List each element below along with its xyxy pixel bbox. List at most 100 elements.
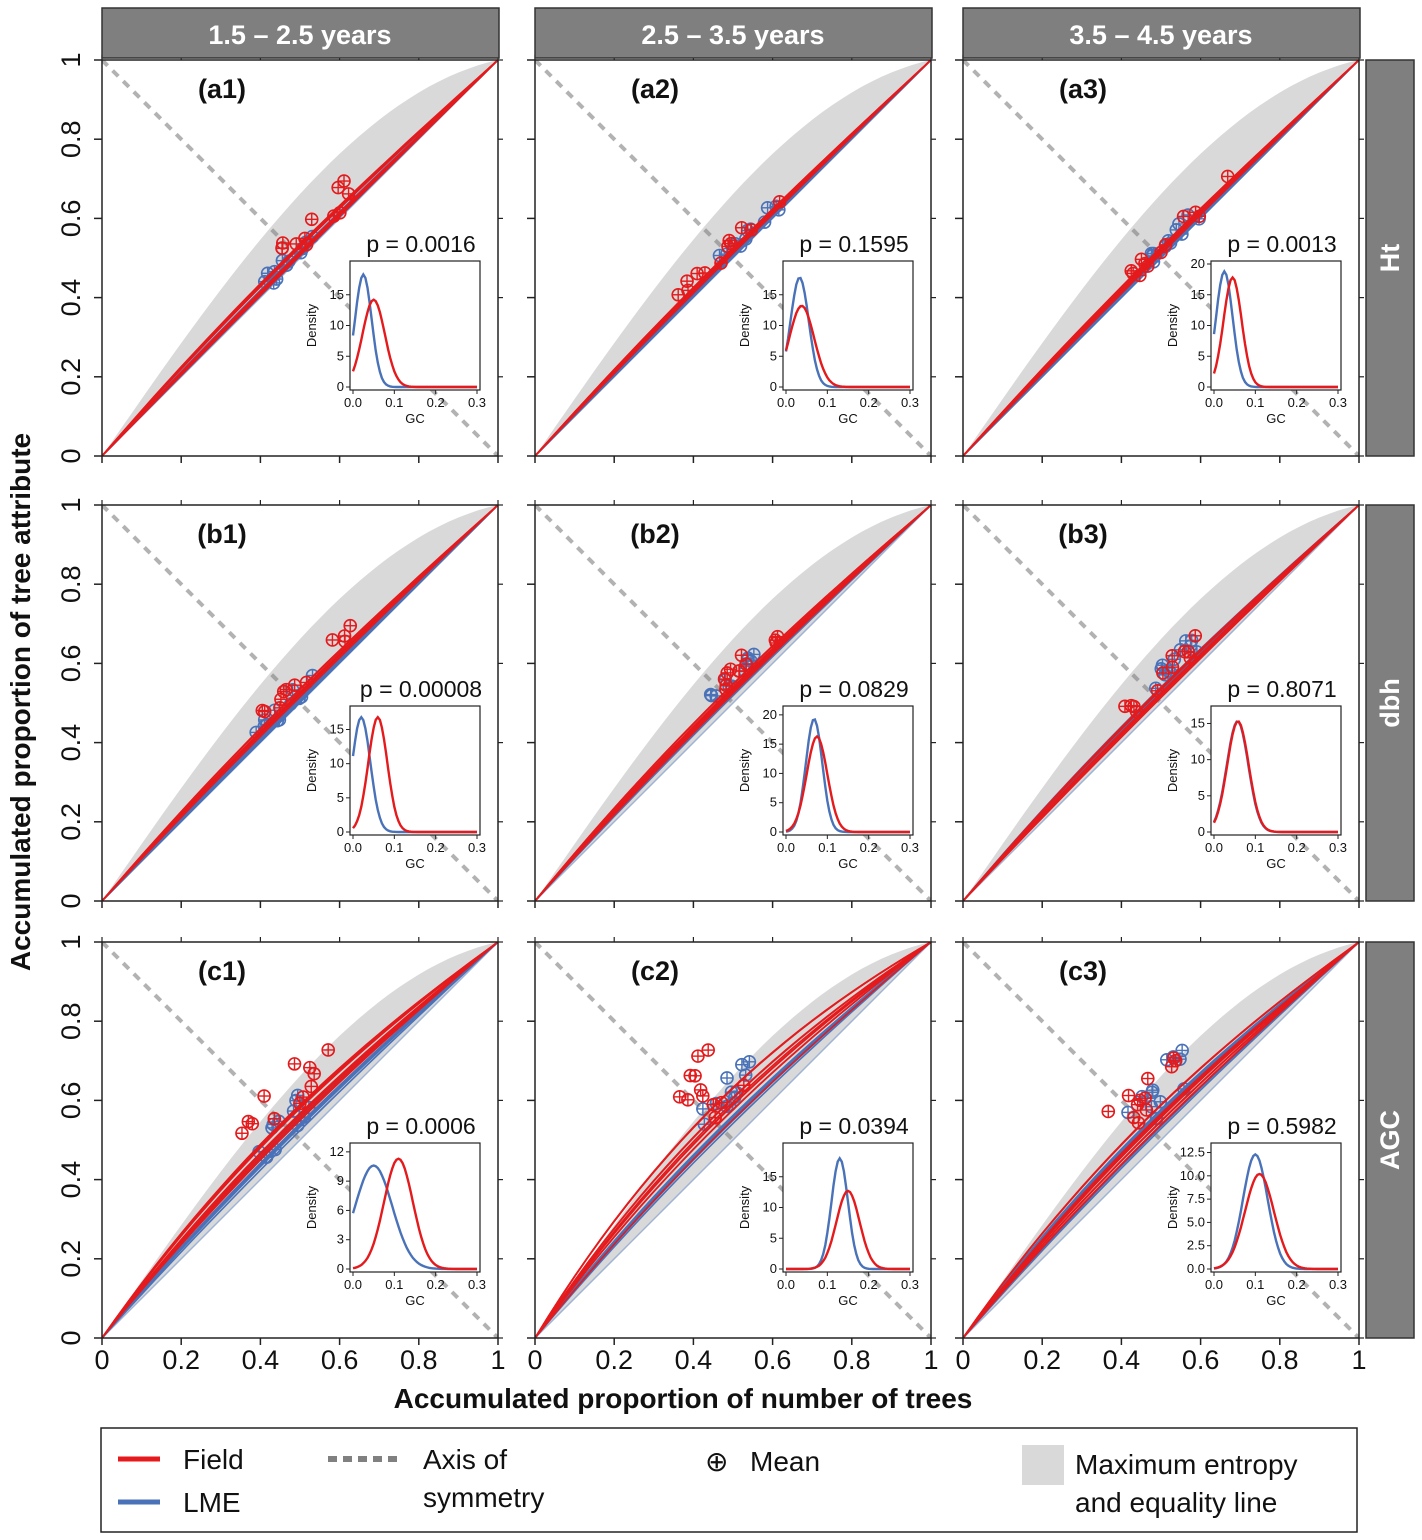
inset-y-label: Density [304,748,319,792]
plot-area [963,60,1359,456]
field-mean-marker [691,1049,705,1063]
x-tick-label: 1 [923,1345,938,1375]
field-mean-marker [299,675,314,690]
inset-y-tick-label: 12 [330,1144,344,1159]
field-mean-marker [1121,1088,1136,1103]
field-curve [963,505,1359,901]
lme-mean-marker [1175,1043,1189,1058]
inset-frame [349,260,481,391]
lme-curve [535,60,931,456]
inset-y-tick-label: 10 [763,318,777,333]
field-curve [963,942,1359,1338]
inset-y-tick-label: 5 [770,795,777,810]
field-series [535,60,931,456]
x-tick-label: 0.6 [754,1345,792,1375]
inset-y-tick-label: 15 [763,736,777,751]
x-tick-label: 0.4 [242,1345,280,1375]
legend-field-label: Field [183,1444,244,1475]
x-tick-label: 1 [1351,1345,1366,1375]
field-mean-marker [723,662,738,677]
field-series [963,942,1359,1338]
inset-x-label: GC [1266,856,1286,871]
field-mean-marker [343,618,358,633]
inset-x-tick-label: 0.2 [860,840,878,855]
lme-mean-marker [704,688,719,703]
inset-field-density [1213,1172,1338,1271]
inset-y-tick-label: 10 [763,1200,777,1215]
field-mean-marker [1176,209,1191,224]
field-mean-marker [321,1043,335,1057]
x-tick-label: 0 [527,1345,542,1375]
inset-y-tick-label: 5 [1198,788,1205,803]
field-mean-marker [772,194,787,209]
legend-axis-label-line2: symmetry [423,1482,544,1513]
inset-x-tick-label: 0.1 [818,395,836,410]
inset-density-plot: p = 0.0006 0 3 6 9 12 0.0 0.1 0.2 0.3 GC Density [304,1113,486,1308]
field-mean-marker [267,1111,282,1126]
inset-field-density [351,298,477,389]
panel-b3: (b3) p = 0.8071 0 5 10 15 0.0 0.1 0.2 0.3 GC Densit… [955,500,1364,908]
y-tick-label: 0.8 [56,1002,86,1040]
inset-x-tick-label: 0.0 [777,840,795,855]
inset-density-plot: p = 0.00008 0 5 10 15 0.0 0.1 0.2 0.3 GC Density [304,676,486,871]
y-tick-label: 0 [56,1330,86,1345]
inset-x-tick-label: 0.1 [385,1277,403,1292]
field-mean-marker [683,1068,698,1083]
inset-y-tick-label: 15 [1191,287,1205,302]
x-tick-label: 0.2 [162,1345,200,1375]
inset-y-tick-label: 5 [1198,348,1205,363]
column-strip-2-label: 2.5 – 3.5 years [641,20,824,50]
panel-a3: (a3) p = 0.0013 0 5 10 15 20 0.0 0.1 0.2 0.3 GC Dens… [955,55,1364,463]
inset-y-tick-label: 5.0 [1187,1214,1205,1229]
inset-x-tick-label: 0.0 [1205,1277,1223,1292]
panel-c3: 0 0.2 0.4 0.6 0.8 1 (c3) p = 0.5982 0.0 2.5 5.0 7.5… [955,937,1367,1375]
y-tick-label: 0.6 [56,200,86,238]
inset-x-tick-label: 0.3 [468,1277,486,1292]
row-strip-ht-label: Ht [1375,244,1405,273]
p-value-label: p = 0.5982 [1227,1113,1336,1139]
field-mean-marker [235,1126,249,1141]
panel-tag-label: (a3) [1059,74,1107,104]
field-mean-marker [672,1090,687,1104]
p-value-label: p = 0.0394 [799,1113,909,1139]
field-mean-marker [1150,683,1165,698]
plot-frame [101,941,499,1339]
inset-y-tick-label: 10 [1191,752,1205,767]
y-axis-title: Accumulated proportion of tree attribute [5,433,36,971]
inset-y-tick-label: 9 [337,1173,344,1188]
field-mean-marker [744,223,759,237]
field-mean-marker [304,1079,319,1094]
inset-x-label: GC [1266,411,1286,426]
inset-frame [349,705,481,836]
inset-frame [1210,705,1342,836]
field-mean-marker [255,703,270,718]
inset-x-tick-label: 0.3 [1329,395,1347,410]
inset-y-tick-label: 10 [1191,318,1205,333]
x-tick-label: 0.4 [1103,1345,1141,1375]
y-tick-label: 0.4 [56,724,86,762]
field-curve [535,505,931,901]
field-mean-marker [1165,648,1180,663]
inset-x-tick-label: 0.3 [901,395,919,410]
x-tick-label: 0.2 [595,1345,633,1375]
y-tick-label: 0.4 [56,279,86,317]
plot-frame [101,59,499,457]
field-mean-marker [245,1116,260,1131]
inset-x-label: GC [838,856,858,871]
legend-mean-symbol: ⊕ [705,1446,728,1477]
plot-frame [962,504,1360,902]
y-tick-label: 0.8 [56,120,86,158]
inset-y-tick-label: 0 [337,379,344,394]
inset-x-tick-label: 0.0 [344,395,362,410]
inset-y-label: Density [1165,1185,1180,1229]
field-mean-marker [1138,1091,1152,1106]
inset-y-tick-label: 0 [770,824,777,839]
field-mean-marker [719,682,733,696]
inset-y-tick-label: 15 [763,1169,777,1184]
field-series [102,942,498,1338]
panel-tag-label: (b2) [630,519,680,549]
lme-curve [963,942,1359,1338]
field-mean-marker [276,684,291,699]
field-curve [535,942,931,1338]
panel-b2: (b2) p = 0.0829 0 5 10 15 20 0.0 0.1 0.2 0.3 GC Dens… [527,500,936,908]
